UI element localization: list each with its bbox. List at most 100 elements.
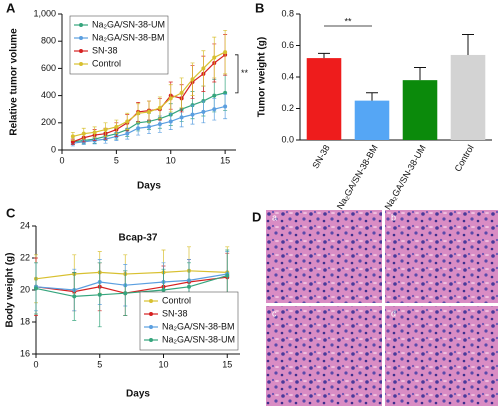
panel-label: B <box>255 0 264 15</box>
point <box>212 93 217 98</box>
y-tick-label: 0 <box>51 144 56 154</box>
y-axis-label: Relative tumor volume <box>9 28 20 136</box>
y-tick-label: 200 <box>41 117 56 127</box>
legend-label: Na₂GA/SN-38-BM <box>92 32 165 42</box>
point <box>81 131 86 136</box>
y-axis-label: Tumor weight (g) <box>257 37 268 117</box>
point <box>103 127 108 132</box>
point <box>168 119 173 124</box>
image-label: d <box>391 308 396 318</box>
bar <box>354 100 390 140</box>
y-tick-label: 400 <box>41 90 56 100</box>
x-tick-label: 10 <box>158 359 168 369</box>
point <box>201 109 206 114</box>
panel-label: A <box>6 0 16 15</box>
y-tick-label: 1,000 <box>33 8 56 18</box>
point <box>187 284 191 289</box>
legend-label: Na₂GA/SN-38-UM <box>92 19 165 29</box>
point <box>147 109 151 114</box>
point <box>136 126 141 131</box>
error-bar <box>462 33 474 55</box>
legend-marker <box>79 23 83 27</box>
point <box>179 90 184 95</box>
chart-title: Bcap-37 <box>119 233 158 244</box>
y-tick-label: 22 <box>20 252 30 262</box>
point <box>136 111 141 116</box>
y-tick-label: 20 <box>20 284 30 294</box>
x-tick-label: Na₂GA/SN-38-UM <box>383 143 428 211</box>
point <box>225 273 230 278</box>
point <box>223 104 228 109</box>
point <box>168 96 173 101</box>
image <box>266 210 382 303</box>
point <box>212 107 217 112</box>
bar <box>402 80 438 140</box>
image <box>385 306 498 406</box>
y-tick-label: 0.8 <box>281 8 294 18</box>
point <box>190 77 195 82</box>
image <box>266 306 382 406</box>
image-label: c <box>272 308 277 318</box>
panel-label: D <box>252 209 261 224</box>
y-tick-label: 24 <box>20 220 30 230</box>
point <box>92 130 97 135</box>
x-tick-label: 5 <box>97 359 102 369</box>
point <box>72 294 77 299</box>
legend-marker <box>79 62 83 66</box>
point <box>223 90 228 95</box>
point <box>114 124 119 129</box>
x-axis-label: Days <box>126 389 150 400</box>
point <box>123 291 128 296</box>
x-axis-label: Days <box>137 181 161 192</box>
y-tick-label: 0.2 <box>281 103 294 113</box>
point <box>157 122 162 127</box>
point <box>125 131 130 136</box>
image <box>385 210 498 303</box>
annotation: ** <box>344 16 352 26</box>
legend-marker <box>149 299 153 303</box>
bar <box>306 58 342 140</box>
x-tick-label: SN-38 <box>310 143 331 170</box>
legend-marker <box>149 312 153 316</box>
point <box>201 66 206 71</box>
point <box>34 286 38 291</box>
y-tick-label: 16 <box>20 348 30 358</box>
legend-label: Control <box>162 295 191 305</box>
y-axis-label: Body weight (g) <box>5 253 16 328</box>
y-tick-label: 600 <box>41 63 56 73</box>
x-tick-label: 15 <box>222 359 232 369</box>
legend-label: SN-38 <box>92 45 118 55</box>
y-tick-label: 0.4 <box>281 71 294 81</box>
legend-marker <box>149 338 153 342</box>
y-tick-label: 0.6 <box>281 40 294 50</box>
bracket <box>235 54 239 94</box>
x-tick-label: 0 <box>59 155 64 165</box>
y-tick-label: 18 <box>20 316 30 326</box>
point <box>223 50 228 55</box>
x-tick-label: Control <box>453 143 476 173</box>
point <box>161 288 166 292</box>
point <box>70 134 75 139</box>
annotation: ** <box>241 68 249 78</box>
legend-marker <box>79 49 83 53</box>
x-tick-label: 15 <box>220 155 230 165</box>
y-tick-label: 0.0 <box>281 134 294 144</box>
point <box>147 124 151 129</box>
y-tick-label: 800 <box>41 36 56 46</box>
point <box>70 139 75 144</box>
x-tick-label: 5 <box>114 155 119 165</box>
x-tick-label: Na₂GA/SN-38-BM <box>335 143 380 211</box>
series-line <box>35 270 228 280</box>
legend-label: SN-38 <box>162 308 188 318</box>
x-tick-label: 10 <box>166 155 176 165</box>
error-bar <box>318 52 330 59</box>
image-label: a <box>272 212 277 222</box>
point <box>97 292 102 297</box>
series-line <box>35 273 228 291</box>
bar <box>450 54 486 141</box>
legend-marker <box>79 36 83 40</box>
point <box>212 55 217 60</box>
legend-label: Control <box>92 58 121 68</box>
point <box>157 105 162 110</box>
